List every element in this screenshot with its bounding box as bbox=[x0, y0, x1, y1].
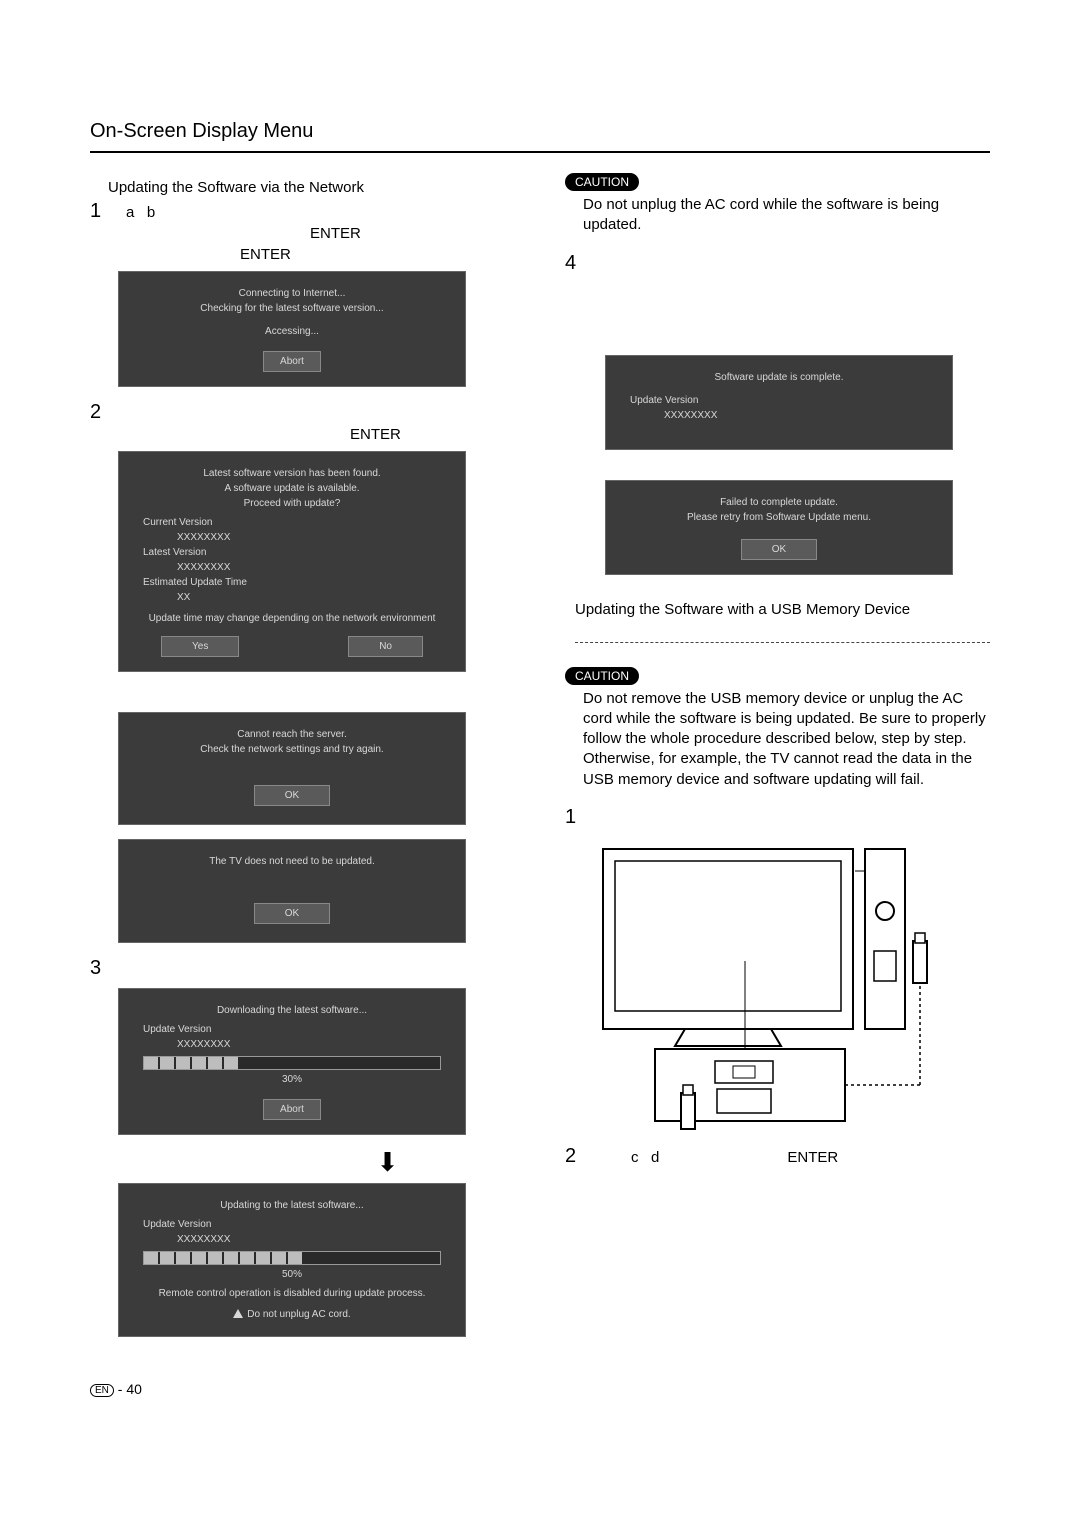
progress-bar bbox=[143, 1056, 441, 1070]
caution-badge: CAUTION bbox=[565, 173, 639, 191]
osd-text: Software update is complete. bbox=[624, 370, 934, 385]
ok-button[interactable]: OK bbox=[254, 903, 330, 924]
step-number: 2 bbox=[90, 401, 108, 424]
osd-text: Check the network settings and try again… bbox=[137, 742, 447, 757]
abort-button[interactable]: Abort bbox=[263, 1099, 321, 1120]
osd-warning: Do not unplug AC cord. bbox=[137, 1307, 447, 1322]
osd-failed: Failed to complete update. Please retry … bbox=[605, 480, 953, 575]
yes-button[interactable]: Yes bbox=[161, 636, 239, 657]
osd-text: Latest software version has been found. bbox=[137, 466, 447, 481]
osd-downloading: Downloading the latest software... Updat… bbox=[118, 988, 466, 1135]
osd-cannot-reach: Cannot reach the server. Check the netwo… bbox=[118, 712, 466, 825]
step-number: 1 bbox=[90, 200, 108, 223]
osd-text: A software update is available. bbox=[137, 481, 447, 496]
caution-badge: CAUTION bbox=[565, 667, 639, 685]
lang-badge: EN bbox=[90, 1384, 114, 1397]
osd-value: XXXXXXXX bbox=[137, 530, 447, 545]
ok-button[interactable]: OK bbox=[254, 785, 330, 806]
osd-text: Connecting to Internet... bbox=[137, 286, 447, 301]
step-letters: c d bbox=[631, 1149, 659, 1166]
osd-text: Proceed with update? bbox=[137, 496, 447, 511]
no-button[interactable]: No bbox=[348, 636, 423, 657]
osd-complete: Software update is complete. Update Vers… bbox=[605, 355, 953, 450]
step-number: 3 bbox=[90, 957, 108, 980]
step-number: 4 bbox=[565, 252, 583, 275]
osd-no-update: The TV does not need to be updated. OK bbox=[118, 839, 466, 943]
abort-button[interactable]: Abort bbox=[263, 351, 321, 372]
osd-label: Update Version bbox=[624, 393, 934, 408]
enter-label: ENTER bbox=[350, 426, 515, 443]
caution-text: Do not remove the USB memory device or u… bbox=[583, 689, 990, 790]
step-2: 2 bbox=[90, 401, 515, 424]
osd-text: Updating to the latest software... bbox=[137, 1198, 447, 1213]
warning-icon bbox=[233, 1309, 243, 1318]
arrow-down-icon: ⬇ bbox=[260, 1149, 515, 1175]
osd-text: Cannot reach the server. bbox=[137, 727, 447, 742]
usb-tv-illustration bbox=[595, 841, 945, 1131]
step-number: 1 bbox=[565, 806, 583, 829]
step-1-usb: 1 bbox=[565, 806, 990, 829]
section-heading-network: Updating the Software via the Network bbox=[108, 179, 515, 196]
page-title: On-Screen Display Menu bbox=[90, 120, 990, 143]
section-heading-usb: Updating the Software with a USB Memory … bbox=[575, 601, 990, 618]
step-2-usb: 2 c d ENTER bbox=[565, 1145, 990, 1168]
osd-text: Please retry from Software Update menu. bbox=[624, 510, 934, 525]
osd-text: Failed to complete update. bbox=[624, 495, 934, 510]
osd-value: XXXXXXXX bbox=[137, 560, 447, 575]
osd-label: Latest Version bbox=[137, 545, 447, 560]
progress-percent: 30% bbox=[137, 1072, 447, 1087]
osd-value: XXXXXXXX bbox=[137, 1037, 447, 1052]
osd-label: Update Version bbox=[137, 1022, 447, 1037]
osd-value: XXXXXXXX bbox=[624, 408, 934, 423]
divider bbox=[575, 642, 990, 643]
step-4: 4 bbox=[565, 252, 990, 275]
enter-label: ENTER bbox=[310, 225, 515, 242]
osd-note: Remote control operation is disabled dur… bbox=[137, 1286, 447, 1301]
osd-updating: Updating to the latest software... Updat… bbox=[118, 1183, 466, 1337]
ok-button[interactable]: OK bbox=[741, 539, 817, 560]
page-footer: EN - 40 bbox=[90, 1381, 990, 1397]
osd-text: Checking for the latest software version… bbox=[137, 301, 447, 316]
enter-label: ENTER bbox=[240, 246, 515, 263]
enter-label: ENTER bbox=[787, 1149, 838, 1166]
header-rule bbox=[90, 151, 990, 153]
step-number: 2 bbox=[565, 1145, 583, 1168]
osd-text: The TV does not need to be updated. bbox=[137, 854, 447, 869]
osd-update-found: Latest software version has been found. … bbox=[118, 451, 466, 672]
osd-connecting: Connecting to Internet... Checking for t… bbox=[118, 271, 466, 387]
step-1: 1 a b bbox=[90, 200, 515, 223]
step-3: 3 bbox=[90, 957, 515, 980]
osd-value: XX bbox=[137, 590, 447, 605]
progress-percent: 50% bbox=[137, 1267, 447, 1282]
osd-label: Update Version bbox=[137, 1217, 447, 1232]
left-column: Updating the Software via the Network 1 … bbox=[90, 173, 515, 1351]
osd-text: Downloading the latest software... bbox=[137, 1003, 447, 1018]
osd-text: Accessing... bbox=[137, 324, 447, 339]
osd-label: Current Version bbox=[137, 515, 447, 530]
caution-text: Do not unplug the AC cord while the soft… bbox=[583, 195, 990, 236]
osd-note: Update time may change depending on the … bbox=[137, 611, 447, 626]
osd-value: XXXXXXXX bbox=[137, 1232, 447, 1247]
right-column: CAUTION Do not unplug the AC cord while … bbox=[565, 173, 990, 1351]
step-letters: a b bbox=[126, 204, 155, 221]
progress-bar bbox=[143, 1251, 441, 1265]
osd-label: Estimated Update Time bbox=[137, 575, 447, 590]
